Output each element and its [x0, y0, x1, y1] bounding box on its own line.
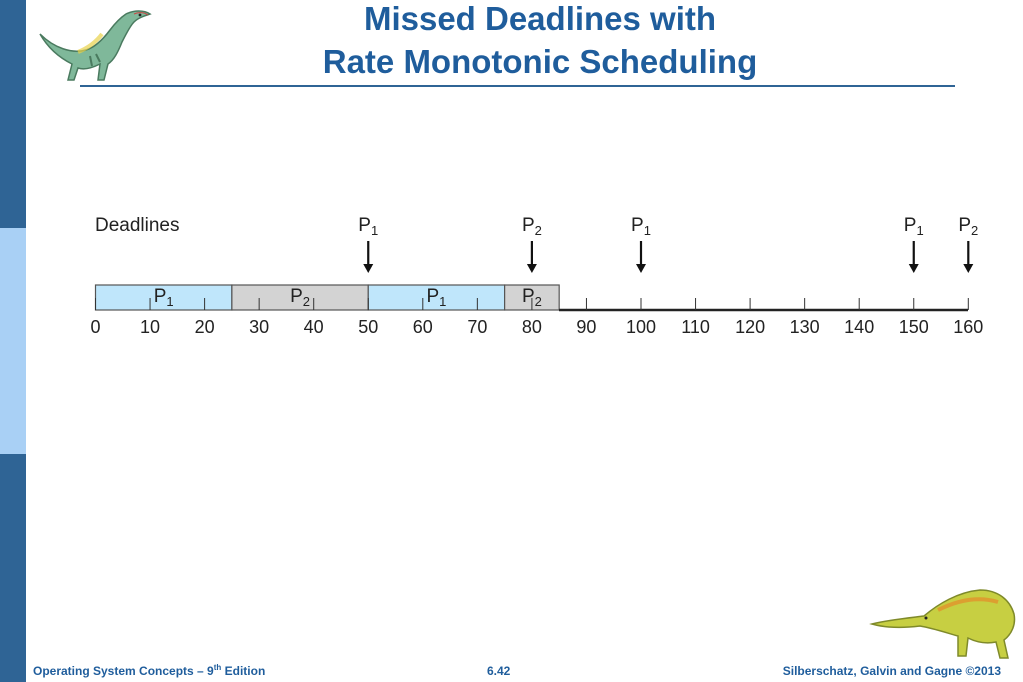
- tick-label: 70: [467, 317, 487, 337]
- deadline-arrowhead: [908, 264, 919, 273]
- timeline-ticks: 0 10 20 30 40 50 60 70 80 90 100 110 120 130 140 150 160: [90, 298, 983, 337]
- deadline-label: P1: [904, 215, 924, 238]
- segment-label: P1: [154, 286, 174, 309]
- tick-label: 30: [249, 317, 269, 337]
- slide-title-line2: Rate Monotonic Scheduling: [322, 43, 758, 80]
- footer-page-number: 6.42: [487, 664, 511, 678]
- deadline-label: P2: [522, 215, 542, 238]
- segment-label: P2: [290, 286, 310, 309]
- tick-label: 90: [576, 317, 596, 337]
- tick-label: 150: [899, 317, 929, 337]
- dinosaur-logo-icon: [39, 10, 152, 81]
- tick-label: 120: [735, 317, 765, 337]
- dinosaur-logo-bottom-icon: [869, 589, 1016, 659]
- tick-label: 0: [90, 317, 100, 337]
- deadline-arrowhead: [636, 264, 646, 273]
- tick-label: 60: [413, 317, 433, 337]
- tick-label: 100: [626, 317, 656, 337]
- tick-label: 10: [140, 317, 160, 337]
- title-divider: [80, 85, 955, 87]
- deadline-arrowhead: [526, 264, 537, 273]
- deadline-arrowhead: [363, 264, 374, 273]
- tick-label: 130: [790, 317, 820, 337]
- tick-label: 50: [358, 317, 378, 337]
- footer-book-title: Operating System Concepts – 9th Edition: [33, 663, 266, 678]
- deadlines-label: Deadlines: [95, 215, 180, 236]
- tick-label: 20: [195, 317, 215, 337]
- deadline-label: P1: [358, 215, 378, 238]
- left-sidebar-accent: [0, 228, 26, 454]
- tick-label: 40: [304, 317, 324, 337]
- execution-segments: P1 P2 P1 P2: [94, 284, 560, 311]
- deadline-label: P1: [631, 215, 651, 238]
- deadline-arrowhead: [963, 264, 974, 273]
- tick-label: 110: [681, 317, 710, 337]
- slide-title-line1: Missed Deadlines with: [363, 0, 717, 37]
- tick-label: 80: [522, 317, 542, 337]
- deadline-markers: P1 P2 P1 P1 P2: [358, 215, 978, 273]
- deadline-label: P2: [958, 215, 978, 238]
- footer-copyright: Silberschatz, Galvin and Gagne ©2013: [782, 664, 1001, 678]
- segment-p2: [231, 284, 369, 311]
- segment-label: P1: [426, 286, 446, 309]
- segment-p1: [94, 284, 233, 311]
- tick-label: 140: [844, 317, 874, 337]
- tick-label: 160: [953, 317, 983, 337]
